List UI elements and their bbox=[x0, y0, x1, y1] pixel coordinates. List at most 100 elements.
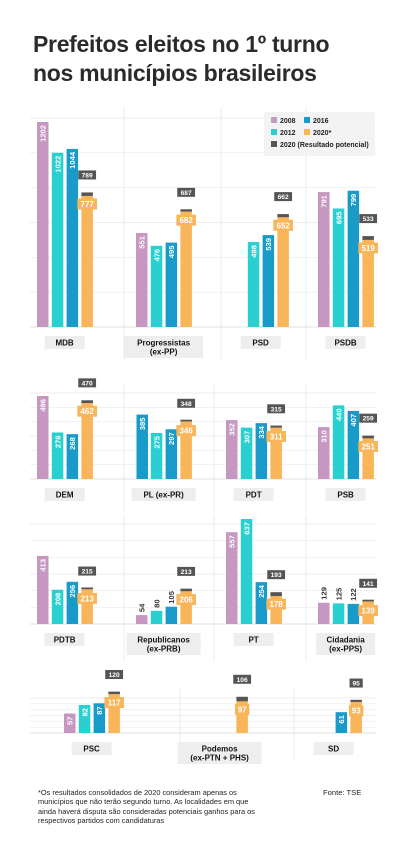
category-label: Progressistas bbox=[137, 339, 190, 348]
category-label: DEM bbox=[56, 491, 74, 500]
legend-swatch bbox=[271, 141, 277, 147]
bar-2020 bbox=[180, 210, 192, 327]
potential-badge bbox=[78, 378, 97, 388]
data-label: 139 bbox=[361, 607, 375, 616]
data-label: 208 bbox=[53, 593, 62, 606]
potential-badge bbox=[267, 570, 286, 580]
category-label: (ex-PPS) bbox=[329, 645, 362, 654]
category-label-box bbox=[325, 488, 366, 501]
potential-label: 120 bbox=[109, 672, 120, 679]
party-group: 352 307 334 311 315 PDT bbox=[226, 404, 286, 501]
potential-marker bbox=[81, 400, 93, 404]
potential-label: 259 bbox=[363, 416, 374, 423]
legend-box bbox=[264, 112, 375, 156]
potential-label: 141 bbox=[363, 581, 374, 588]
bar-2008 bbox=[37, 396, 49, 479]
category-label-box bbox=[177, 742, 262, 764]
category-label: PSC bbox=[83, 745, 100, 754]
data-label: 495 bbox=[167, 245, 176, 258]
category-label-box bbox=[124, 336, 204, 358]
bar-2012 bbox=[332, 208, 345, 327]
potential-label: 193 bbox=[271, 572, 282, 579]
bar-2020 bbox=[270, 426, 282, 479]
data-label: 97 bbox=[238, 705, 247, 714]
chart-title-line-2: nos municípios brasileiros bbox=[33, 60, 317, 86]
value-badge bbox=[77, 405, 97, 417]
legend-swatch bbox=[304, 129, 310, 135]
category-label-box bbox=[126, 633, 201, 655]
value-badge bbox=[273, 219, 293, 231]
potential-label: 106 bbox=[237, 677, 248, 684]
potential-badge bbox=[274, 192, 293, 202]
data-label: 551 bbox=[138, 235, 147, 248]
category-label: SD bbox=[328, 745, 339, 754]
data-label: 275 bbox=[152, 435, 161, 448]
potential-label: 95 bbox=[352, 681, 360, 688]
bar-2016 bbox=[93, 703, 106, 733]
data-label: 129 bbox=[320, 587, 329, 600]
data-label: 519 bbox=[361, 244, 375, 253]
bar-2020 bbox=[81, 194, 93, 327]
potential-marker bbox=[180, 209, 192, 212]
data-label: 61 bbox=[337, 714, 346, 723]
potential-marker bbox=[350, 699, 362, 702]
potential-badge bbox=[359, 578, 378, 588]
potential-marker bbox=[277, 214, 289, 218]
bar-2012 bbox=[51, 152, 64, 327]
party-group: 61 93 95 SD bbox=[313, 678, 364, 755]
bar-2016 bbox=[262, 235, 275, 327]
category-label-box bbox=[71, 742, 112, 755]
value-badge bbox=[358, 605, 378, 617]
bar-2012 bbox=[51, 432, 64, 479]
category-label-box bbox=[233, 633, 274, 646]
value-badge bbox=[234, 703, 250, 715]
bar-2008 bbox=[37, 555, 49, 624]
bar-2008 bbox=[318, 602, 330, 624]
legend-label: 2016 bbox=[313, 118, 329, 125]
bar-2008 bbox=[136, 233, 148, 327]
bar-2020 bbox=[236, 699, 248, 733]
legend-label: 2020 (Resultado potencial) bbox=[280, 142, 369, 149]
category-label: (ex-PP) bbox=[150, 348, 178, 357]
value-badge bbox=[176, 594, 196, 606]
bar-2016 bbox=[347, 190, 360, 327]
category-label: PDT bbox=[246, 491, 262, 500]
bar-2012 bbox=[51, 589, 64, 624]
potential-label: 789 bbox=[82, 172, 93, 179]
category-label-box bbox=[233, 488, 274, 501]
potential-badge bbox=[349, 678, 363, 688]
bar-2016 bbox=[335, 712, 348, 733]
data-label: 307 bbox=[242, 431, 251, 444]
bar-2012 bbox=[150, 610, 163, 624]
bar-extra bbox=[136, 414, 148, 479]
bar-2016 bbox=[165, 429, 178, 479]
value-badge bbox=[266, 598, 286, 610]
potential-marker bbox=[180, 419, 192, 422]
data-label: 178 bbox=[269, 600, 283, 609]
potential-marker bbox=[108, 691, 120, 695]
bar-2016 bbox=[347, 603, 360, 624]
data-label: 268 bbox=[68, 437, 77, 450]
data-label: 122 bbox=[349, 588, 358, 601]
potential-marker bbox=[236, 696, 248, 702]
category-label: (ex-PRB) bbox=[147, 645, 181, 654]
bar-2008 bbox=[64, 713, 76, 733]
party-group: 54 80 105 206 213 Republicanos(ex-PRB) bbox=[126, 566, 201, 655]
data-label: 105 bbox=[167, 590, 176, 603]
potential-label: 215 bbox=[82, 569, 93, 576]
potential-label: 348 bbox=[181, 401, 192, 408]
value-badge bbox=[358, 242, 378, 254]
data-label: 462 bbox=[80, 407, 94, 416]
category-label-box bbox=[131, 488, 196, 501]
potential-marker bbox=[270, 592, 282, 597]
potential-marker bbox=[81, 192, 93, 196]
data-label: 1022 bbox=[53, 156, 62, 173]
bar-2008 bbox=[226, 532, 238, 624]
potential-label: 662 bbox=[278, 194, 289, 201]
data-label: 476 bbox=[152, 249, 161, 262]
potential-marker bbox=[362, 236, 374, 240]
